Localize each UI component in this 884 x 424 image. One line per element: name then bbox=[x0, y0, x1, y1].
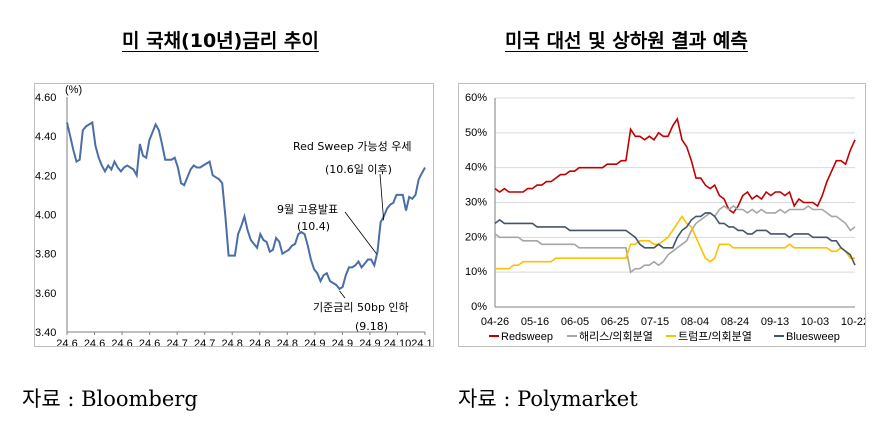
y-tick-label: 30% bbox=[465, 197, 487, 209]
right-source: 자료 : Polymarket bbox=[458, 387, 638, 411]
legend-label: 트럼프/의회분열 bbox=[678, 330, 752, 343]
right-chart-title: 미국 대선 및 상하원 결과 예측 bbox=[505, 30, 748, 52]
x-tick-label: 24.6 bbox=[84, 338, 105, 346]
x-tick-label: 07-15 bbox=[641, 316, 669, 328]
left-source: 자료 : Bloomberg bbox=[22, 387, 198, 411]
x-tick-label: 24.7 bbox=[194, 338, 215, 346]
series-line-1 bbox=[494, 204, 856, 274]
x-tick-label: 24.9 bbox=[359, 338, 380, 346]
series-line-3 bbox=[494, 212, 856, 266]
y-unit-label: (%) bbox=[65, 84, 82, 96]
y-tick-label: 4.00 bbox=[35, 210, 56, 222]
annotation-jobs-report-date: (10.4) bbox=[297, 220, 330, 233]
annotation-arrow bbox=[344, 211, 377, 254]
y-tick-label: 4.60 bbox=[35, 92, 56, 104]
x-tick-label: 24.8 bbox=[249, 338, 270, 346]
x-tick-label: 10-03 bbox=[801, 316, 829, 328]
y-tick-label: 0% bbox=[471, 301, 487, 313]
y-tick-label: 60% bbox=[465, 92, 487, 104]
y-tick-label: 40% bbox=[465, 162, 487, 174]
series-line-2 bbox=[495, 214, 855, 270]
x-tick-label: 24.6 bbox=[139, 338, 160, 346]
x-tick-label: 10-22 bbox=[841, 316, 865, 328]
y-tick-label: 4.40 bbox=[35, 131, 56, 143]
annotation-rate-cut: 기준금리 50bp 인하 bbox=[313, 300, 409, 314]
left-chart-title: 미 국채(10년)금리 추이 bbox=[122, 30, 319, 52]
annotation-jobs-report: 9월 고용발표 bbox=[277, 203, 338, 216]
x-tick-label: 24.10 bbox=[411, 338, 433, 346]
x-tick-label: 24.8 bbox=[277, 338, 298, 346]
x-tick-label: 05-16 bbox=[521, 316, 549, 328]
y-tick-label: 3.80 bbox=[35, 249, 56, 261]
annotation-arrow bbox=[339, 290, 346, 299]
annotation-red-sweep-date: (10.6일 이후) bbox=[325, 162, 392, 176]
x-tick-label: 24.6 bbox=[56, 338, 77, 346]
legend-label: 해리스/의회분열 bbox=[579, 329, 653, 343]
x-tick-label: 08-24 bbox=[721, 316, 749, 328]
treasury-yield-chart: 4.60 4.40 4.20 4.00 3.80 3.60 3.40 (%) 24.6 24.6 2… bbox=[34, 83, 434, 347]
annotation-rate-cut-date: (9.18) bbox=[355, 320, 388, 333]
legend-label: Bluesweep bbox=[786, 331, 840, 343]
annotation-red-sweep: Red Sweep 가능성 우세 bbox=[293, 140, 412, 153]
series-line-0 bbox=[494, 116, 856, 215]
annotation-arrow bbox=[379, 173, 385, 221]
x-tick-label: 04-26 bbox=[481, 316, 509, 328]
y-tick-label: 20% bbox=[465, 231, 487, 243]
yield-line bbox=[66, 120, 426, 291]
x-tick-label: 24.9 bbox=[332, 338, 353, 346]
legend-label: Redsweep bbox=[501, 331, 553, 343]
x-tick-label: 24.8 bbox=[222, 338, 243, 346]
y-tick-label: 50% bbox=[465, 127, 487, 139]
y-tick-label: 10% bbox=[465, 266, 487, 278]
election-forecast-svg: 60% 50% 40% 30% 20% 10% 0% 04-26 05-16 06-05 06-25… bbox=[465, 92, 865, 343]
x-tick-label: 08-04 bbox=[681, 316, 709, 328]
election-forecast-chart: 60% 50% 40% 30% 20% 10% 0% 04-26 05-16 06-05 06-25… bbox=[458, 83, 866, 347]
x-tick-label: 24.6 bbox=[111, 338, 132, 346]
y-tick-label: 3.60 bbox=[35, 288, 56, 300]
y-tick-label: 3.40 bbox=[35, 327, 56, 339]
treasury-yield-svg: 4.60 4.40 4.20 4.00 3.80 3.60 3.40 (%) 24.6 24.6 2… bbox=[35, 84, 433, 346]
x-tick-label: 09-13 bbox=[761, 316, 789, 328]
x-tick-label: 24.7 bbox=[166, 338, 187, 346]
x-tick-label: 24.10 bbox=[384, 338, 412, 346]
x-tick-label: 24.9 bbox=[304, 338, 325, 346]
x-tick-label: 06-05 bbox=[561, 316, 589, 328]
x-tick-label: 06-25 bbox=[601, 316, 629, 328]
y-tick-label: 4.20 bbox=[35, 170, 56, 182]
